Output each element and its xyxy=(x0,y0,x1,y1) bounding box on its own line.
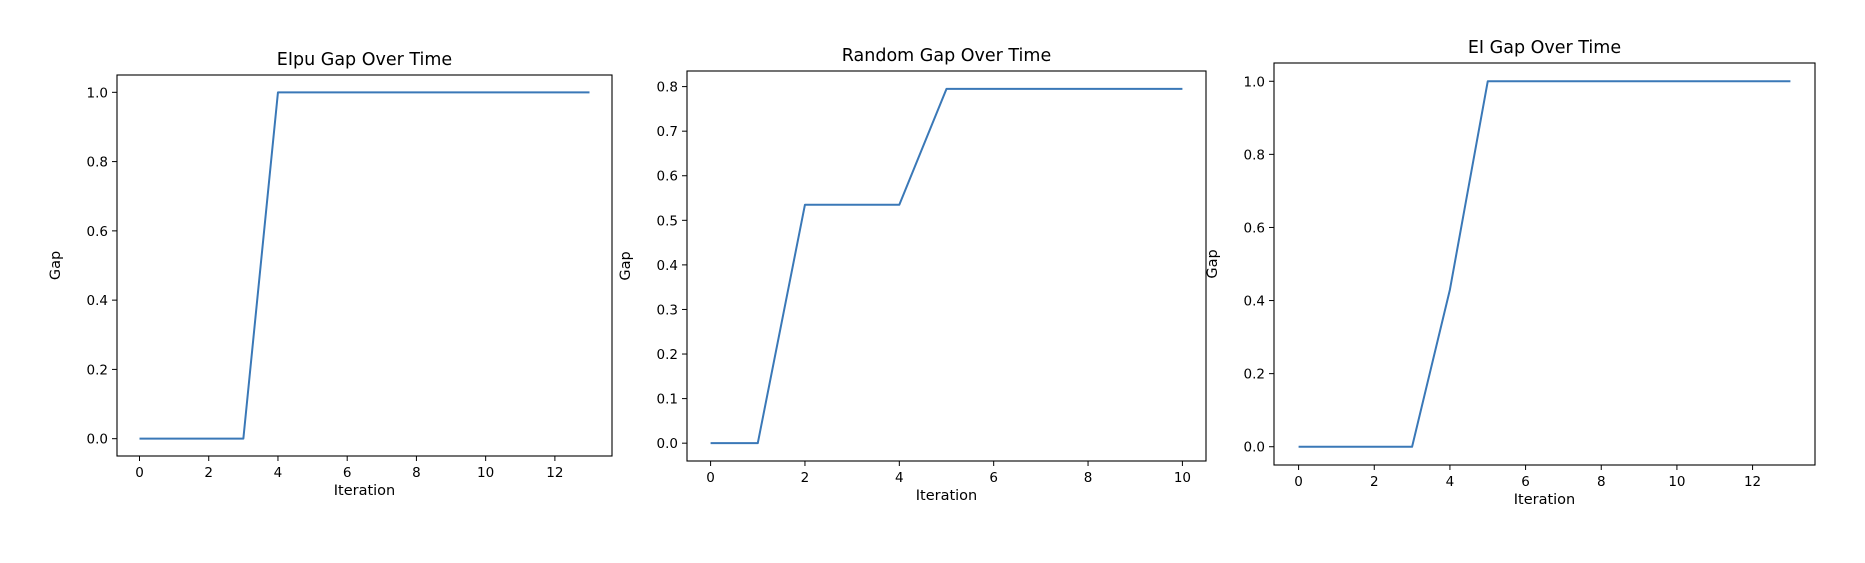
y-tick-label: 0.2 xyxy=(657,347,678,363)
x-tick-label: 6 xyxy=(989,470,998,486)
x-tick-label: 0 xyxy=(1294,474,1303,490)
y-tick-label: 0.2 xyxy=(1244,367,1265,383)
y-tick-label: 0.4 xyxy=(87,293,108,309)
x-tick-label: 2 xyxy=(801,470,810,486)
chart-title: EI Gap Over Time xyxy=(1468,38,1621,58)
y-tick-label: 0.4 xyxy=(1244,294,1265,310)
y-axis-label: Gap xyxy=(1205,249,1221,278)
series-line xyxy=(139,91,590,440)
x-tick-label: 8 xyxy=(412,465,421,481)
x-tick-label: 2 xyxy=(204,465,213,481)
y-tick-label: 0.2 xyxy=(87,362,108,378)
x-axis-label: Iteration xyxy=(916,488,978,504)
x-tick-label: 4 xyxy=(1446,474,1455,490)
y-tick-label: 0.0 xyxy=(87,432,108,448)
y-tick-label: 0.8 xyxy=(657,80,678,96)
chart-title: EIpu Gap Over Time xyxy=(277,50,452,70)
y-axis-label: Gap xyxy=(48,251,64,280)
y-tick-label: 0.6 xyxy=(87,224,108,240)
y-tick-label: 0.7 xyxy=(657,124,678,140)
plot-frame xyxy=(116,74,613,457)
y-tick-label: 0.0 xyxy=(1244,440,1265,456)
y-tick-label: 0.5 xyxy=(657,213,678,229)
series-line xyxy=(710,87,1183,445)
chart-panel-1: EIpu Gap Over Time 0 2 4 6 8 10 12 0.0 0.2 0.4 0.6 0… xyxy=(48,50,613,499)
y-tick-label: 1.0 xyxy=(87,85,108,101)
y-tick-label: 0.8 xyxy=(87,155,108,171)
x-tick-label: 8 xyxy=(1597,474,1606,490)
y-axis-label: Gap xyxy=(618,251,634,280)
x-tick-label: 2 xyxy=(1370,474,1379,490)
x-tick-label: 10 xyxy=(1668,474,1685,490)
x-tick-label: 4 xyxy=(274,465,283,481)
x-tick-label: 8 xyxy=(1084,470,1093,486)
x-tick-label: 0 xyxy=(706,470,715,486)
x-tick-label: 6 xyxy=(1521,474,1530,490)
series-line xyxy=(1298,80,1791,448)
x-tick-label: 12 xyxy=(546,465,563,481)
y-tick-label: 0.6 xyxy=(1244,220,1265,236)
y-tick-label: 0.8 xyxy=(1244,147,1265,163)
y-tick-label: 0.1 xyxy=(657,392,678,408)
plot-frame xyxy=(686,70,1207,462)
chart-panel-3: EI Gap Over Time 0 2 4 6 8 10 12 0.0 0.2 0.4 0.6 0.8… xyxy=(1205,38,1816,508)
x-axis-label: Iteration xyxy=(334,483,396,499)
chart-panel-2: Random Gap Over Time 0 2 4 6 8 10 0.0 0.1 0.2 0.3 0… xyxy=(618,46,1207,504)
y-tick-label: 1.0 xyxy=(1244,74,1265,90)
plot-frame xyxy=(1273,62,1816,466)
y-tick-label: 0.6 xyxy=(657,169,678,185)
y-tick-label: 0.3 xyxy=(657,302,678,318)
x-tick-label: 4 xyxy=(895,470,904,486)
y-tick-label: 0.0 xyxy=(657,436,678,452)
x-tick-label: 6 xyxy=(343,465,352,481)
x-tick-label: 10 xyxy=(1174,470,1191,486)
y-tick-label: 0.4 xyxy=(657,258,678,274)
x-tick-label: 10 xyxy=(477,465,494,481)
x-axis-label: Iteration xyxy=(1514,492,1576,508)
chart-title: Random Gap Over Time xyxy=(842,46,1051,66)
x-tick-label: 12 xyxy=(1744,474,1761,490)
x-tick-label: 0 xyxy=(135,465,144,481)
